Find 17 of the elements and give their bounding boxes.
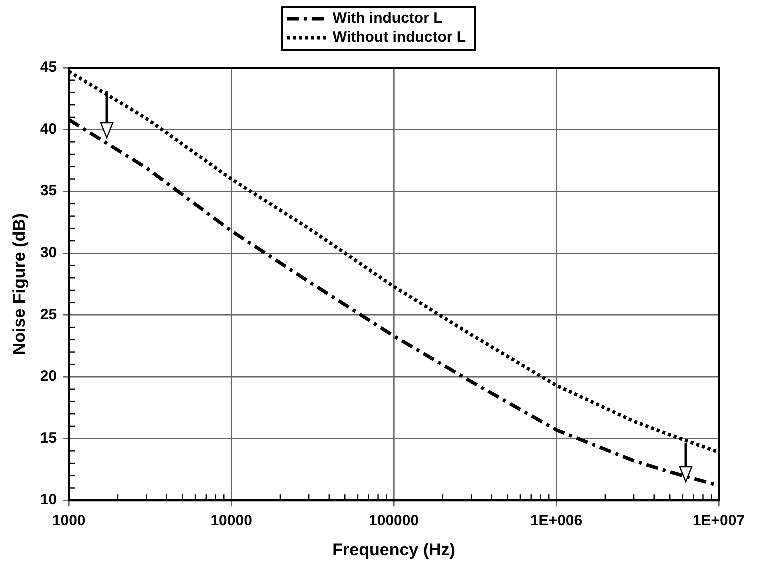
y-tick-label: 45	[40, 59, 58, 76]
legend-label: With inductor L	[332, 10, 443, 27]
x-tick-label: 1E+006	[530, 512, 583, 530]
legend-label: Without inductor L	[332, 29, 466, 46]
y-axis-title: Noise Figure (dB)	[10, 213, 29, 356]
x-tick-label: 1000	[52, 512, 86, 530]
y-tick-label: 40	[40, 120, 58, 138]
x-axis-title: Frequency (Hz)	[332, 540, 456, 560]
y-tick-label: 15	[40, 430, 58, 447]
x-tick-label: 10000	[210, 512, 252, 530]
x-tick-label: 100000	[369, 512, 420, 530]
y-tick-label: 10	[40, 492, 58, 509]
y-tick-label: 25	[40, 306, 58, 324]
y-tick-label: 20	[40, 368, 58, 386]
y-tick-label: 35	[40, 182, 58, 200]
y-tick-label: 30	[40, 244, 58, 262]
x-tick-label: 1E+007	[692, 512, 746, 530]
